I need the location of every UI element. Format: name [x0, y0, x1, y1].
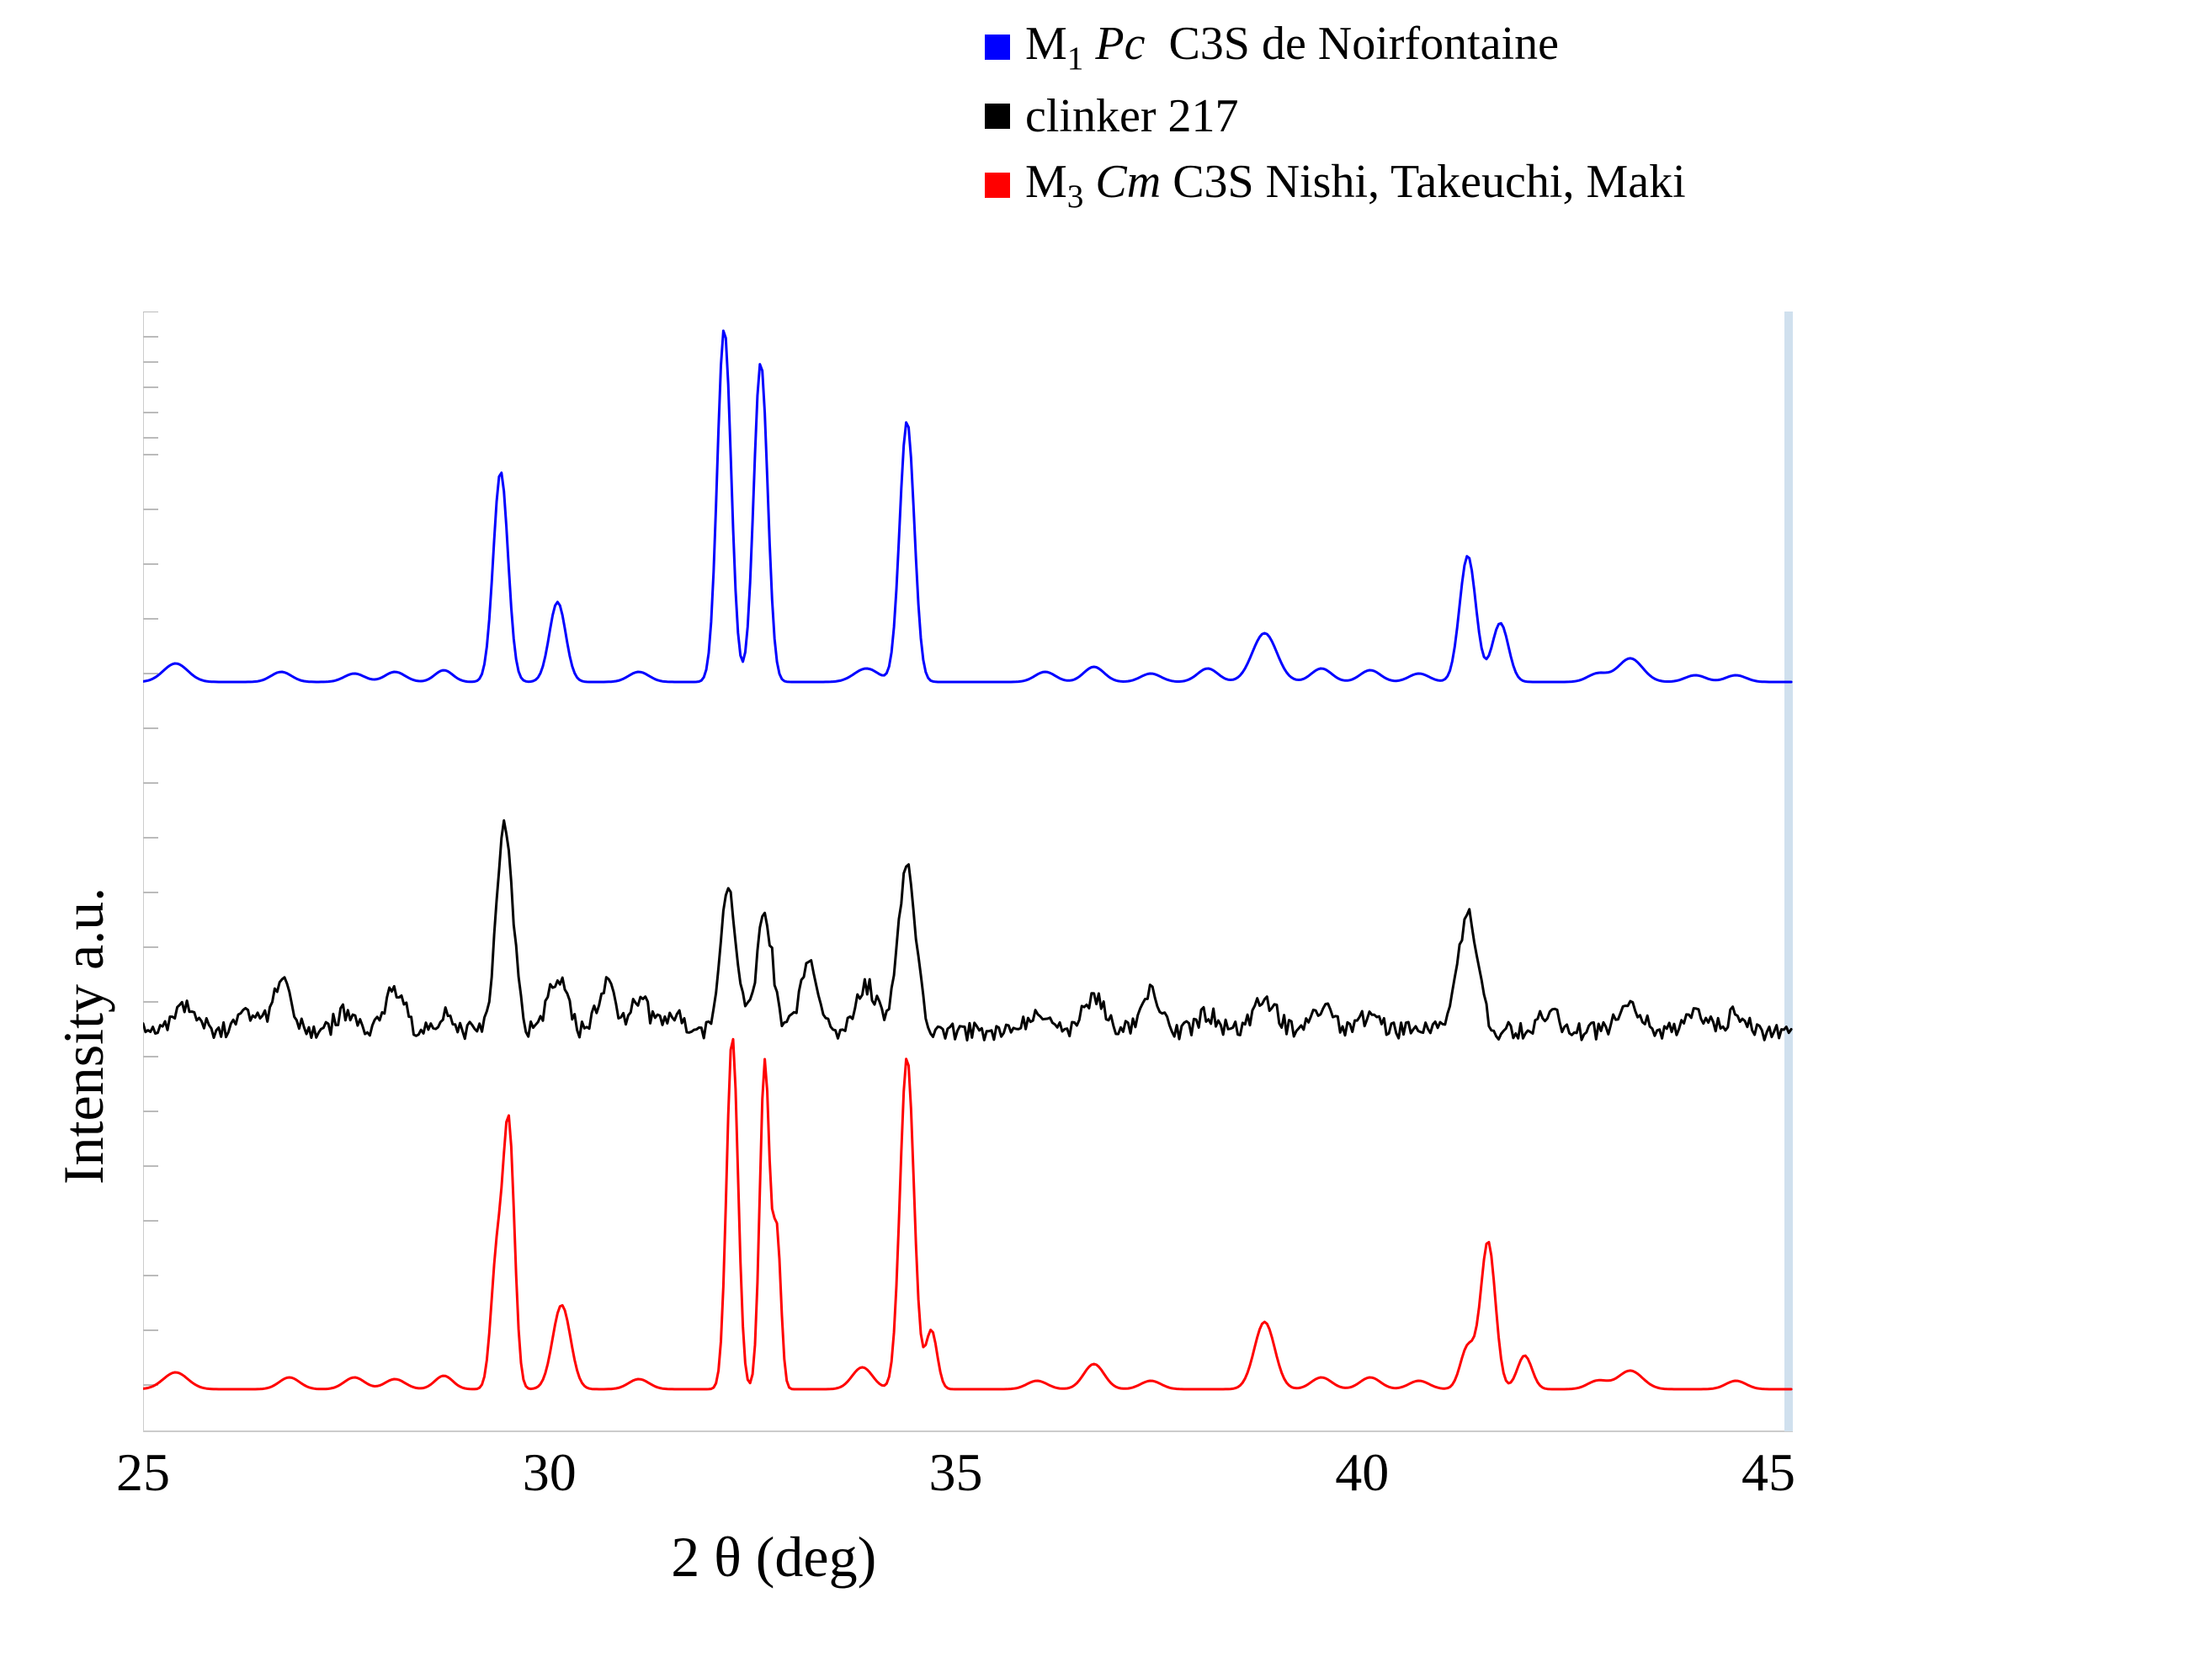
xrd-plot: [143, 312, 1826, 1448]
x-axis-label: 2 θ (deg): [671, 1524, 876, 1590]
y-axis-label: Intensity a.u.: [51, 887, 117, 1185]
x-tick: 45: [1735, 1441, 1802, 1504]
legend-label: clinker 217: [1025, 89, 1238, 143]
legend-label: M3 Cm C3S Nishi, Takeuchi, Maki: [1025, 155, 1686, 216]
x-tick: 30: [516, 1441, 583, 1504]
legend-label: M1 Pc C3S de Noirfontaine: [1025, 17, 1559, 77]
x-tick: 35: [923, 1441, 990, 1504]
legend-item: clinker 217: [985, 89, 1686, 143]
legend-swatch: [985, 35, 1010, 60]
legend: M1 Pc C3S de Noirfontaine clinker 217 M3 C…: [985, 17, 1686, 227]
legend-item: M3 Cm C3S Nishi, Takeuchi, Maki: [985, 155, 1686, 216]
legend-item: M1 Pc C3S de Noirfontaine: [985, 17, 1686, 77]
x-tick: 25: [109, 1441, 177, 1504]
legend-swatch: [985, 173, 1010, 198]
x-tick: 40: [1328, 1441, 1396, 1504]
legend-swatch: [985, 104, 1010, 129]
